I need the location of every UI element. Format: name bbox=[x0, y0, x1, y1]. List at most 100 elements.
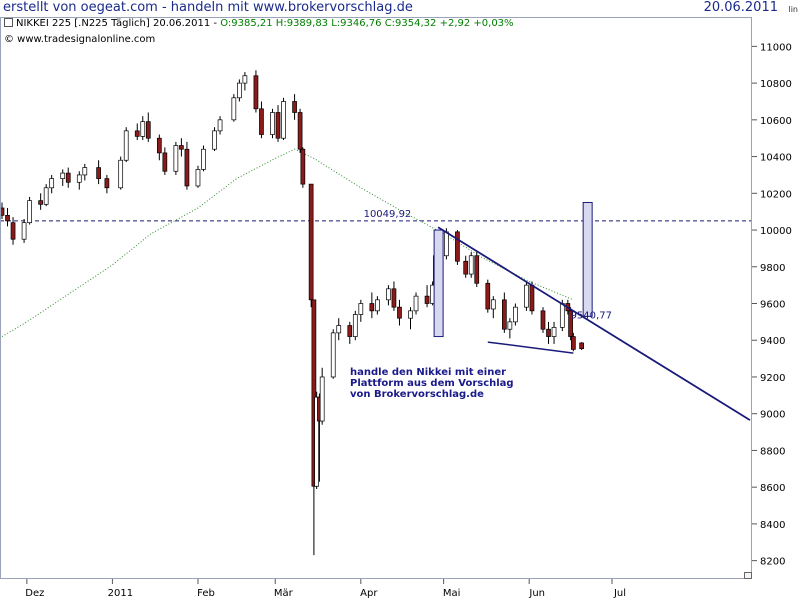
candle-body bbox=[140, 121, 146, 137]
y-tick-label: 10200 bbox=[760, 189, 792, 200]
candle-body bbox=[375, 299, 380, 312]
candle-body bbox=[231, 97, 237, 121]
candle-body bbox=[217, 119, 223, 132]
candle-body bbox=[568, 310, 573, 337]
candle-body bbox=[212, 130, 217, 150]
candle-body bbox=[408, 310, 413, 319]
candle-body bbox=[292, 101, 297, 113]
candle-body bbox=[38, 200, 43, 205]
candle-body bbox=[524, 284, 529, 308]
candle-body bbox=[358, 303, 364, 315]
candle-body bbox=[259, 108, 264, 135]
candle-body bbox=[27, 200, 32, 224]
candle-body bbox=[413, 295, 419, 312]
y-tick-label: 8400 bbox=[760, 520, 785, 531]
candle-body bbox=[134, 130, 140, 137]
candle-body bbox=[529, 284, 535, 312]
lower-trendline bbox=[487, 341, 574, 354]
y-tick-label: 10400 bbox=[760, 153, 792, 164]
candle-body bbox=[330, 332, 336, 378]
candle-body bbox=[156, 137, 162, 154]
candle-body bbox=[513, 306, 518, 323]
candle-body bbox=[490, 299, 496, 310]
candle-body bbox=[162, 152, 168, 172]
trendline-label: 9540,77 bbox=[571, 310, 612, 321]
candle-body bbox=[118, 159, 124, 189]
y-tick-label: 9200 bbox=[760, 373, 785, 384]
y-tick-label: 8200 bbox=[760, 557, 785, 568]
candle-body bbox=[507, 321, 513, 330]
candle-body bbox=[474, 255, 480, 284]
candle-body bbox=[104, 178, 110, 189]
y-tick-label: 10000 bbox=[760, 226, 792, 237]
candle-body bbox=[237, 82, 242, 99]
y-tick-label: 8600 bbox=[760, 483, 785, 494]
instrument-info: NIKKEI 225 [.N225 Täglich] 20.06.2011 - … bbox=[4, 17, 514, 29]
candle-body bbox=[10, 222, 16, 240]
y-tick-label: 10600 bbox=[760, 116, 792, 127]
candle-body bbox=[546, 328, 551, 337]
overlays: 10049,92 9540,77 bbox=[364, 201, 751, 421]
candle-body bbox=[0, 207, 5, 216]
candle-body bbox=[49, 178, 55, 189]
candle-body bbox=[179, 145, 184, 150]
candle-body bbox=[43, 187, 49, 205]
instrument-label: NIKKEI 225 [.N225 Täglich] 20.06.2011 bbox=[16, 18, 211, 29]
candle-body bbox=[455, 231, 460, 262]
candle-body bbox=[369, 303, 375, 312]
y-tick-label: 11000 bbox=[760, 42, 792, 53]
candle-body bbox=[76, 174, 82, 183]
candles bbox=[0, 70, 584, 556]
candle-body bbox=[468, 255, 474, 275]
candle-body bbox=[444, 231, 449, 257]
candle-body bbox=[336, 325, 342, 334]
target-box bbox=[582, 201, 593, 317]
scroll-corner-icon[interactable] bbox=[744, 572, 752, 579]
chart-title: erstellt von oegeat.com - handeln mit ww… bbox=[3, 0, 413, 15]
candle-body bbox=[391, 288, 397, 308]
candle-body bbox=[501, 299, 507, 330]
candle-body bbox=[145, 121, 151, 139]
x-tick-label: Jun bbox=[528, 588, 545, 599]
candle-body bbox=[275, 112, 281, 139]
candle-body bbox=[5, 214, 10, 222]
reference-line-label: 10049,92 bbox=[364, 209, 412, 220]
candle-body bbox=[82, 167, 88, 176]
candle-body bbox=[319, 376, 325, 422]
y-tick-label: 9800 bbox=[760, 263, 785, 274]
x-tick-label: Apr bbox=[360, 588, 378, 599]
candle-body bbox=[281, 101, 286, 139]
y-tick-label: 8800 bbox=[760, 446, 785, 457]
x-tick-label: Dez bbox=[25, 588, 44, 599]
target-box bbox=[433, 229, 444, 338]
candle-body bbox=[195, 169, 201, 187]
candle-body bbox=[463, 260, 469, 275]
axes: 8200 8400 8600 8800 9000 9200 9400 9600 9800 1000… bbox=[25, 42, 792, 599]
trendline bbox=[437, 226, 751, 421]
scale-toggle[interactable]: lin bbox=[788, 5, 798, 14]
candle-body bbox=[65, 172, 71, 183]
candle-body bbox=[173, 145, 179, 172]
candle-body bbox=[300, 148, 306, 185]
candle-body bbox=[347, 325, 353, 337]
candle-body bbox=[397, 306, 402, 319]
y-tick-label: 9400 bbox=[760, 336, 785, 347]
x-tick-label: Mai bbox=[443, 588, 461, 599]
y-tick-label: 9600 bbox=[760, 300, 785, 311]
candle-body bbox=[21, 222, 27, 240]
candle-body bbox=[352, 314, 358, 337]
ohlc-readout: O:9385,21 H:9389,83 L:9346,76 C:9354,32 … bbox=[220, 18, 514, 29]
candle-body bbox=[551, 327, 557, 337]
legend-marker-icon[interactable] bbox=[4, 17, 13, 27]
annotation-text: handle den Nikkei mit einer Plattform au… bbox=[350, 367, 514, 400]
candle-body bbox=[96, 167, 101, 179]
candle-body bbox=[424, 295, 430, 304]
data-source: © www.tradesignalonline.com bbox=[4, 34, 156, 45]
candle-body bbox=[60, 172, 66, 179]
candle-body bbox=[485, 282, 491, 310]
candle-body bbox=[540, 310, 546, 330]
title-bar: erstellt von oegeat.com - handeln mit ww… bbox=[0, 0, 800, 17]
candle-body bbox=[270, 112, 275, 135]
candle-body bbox=[386, 288, 391, 301]
